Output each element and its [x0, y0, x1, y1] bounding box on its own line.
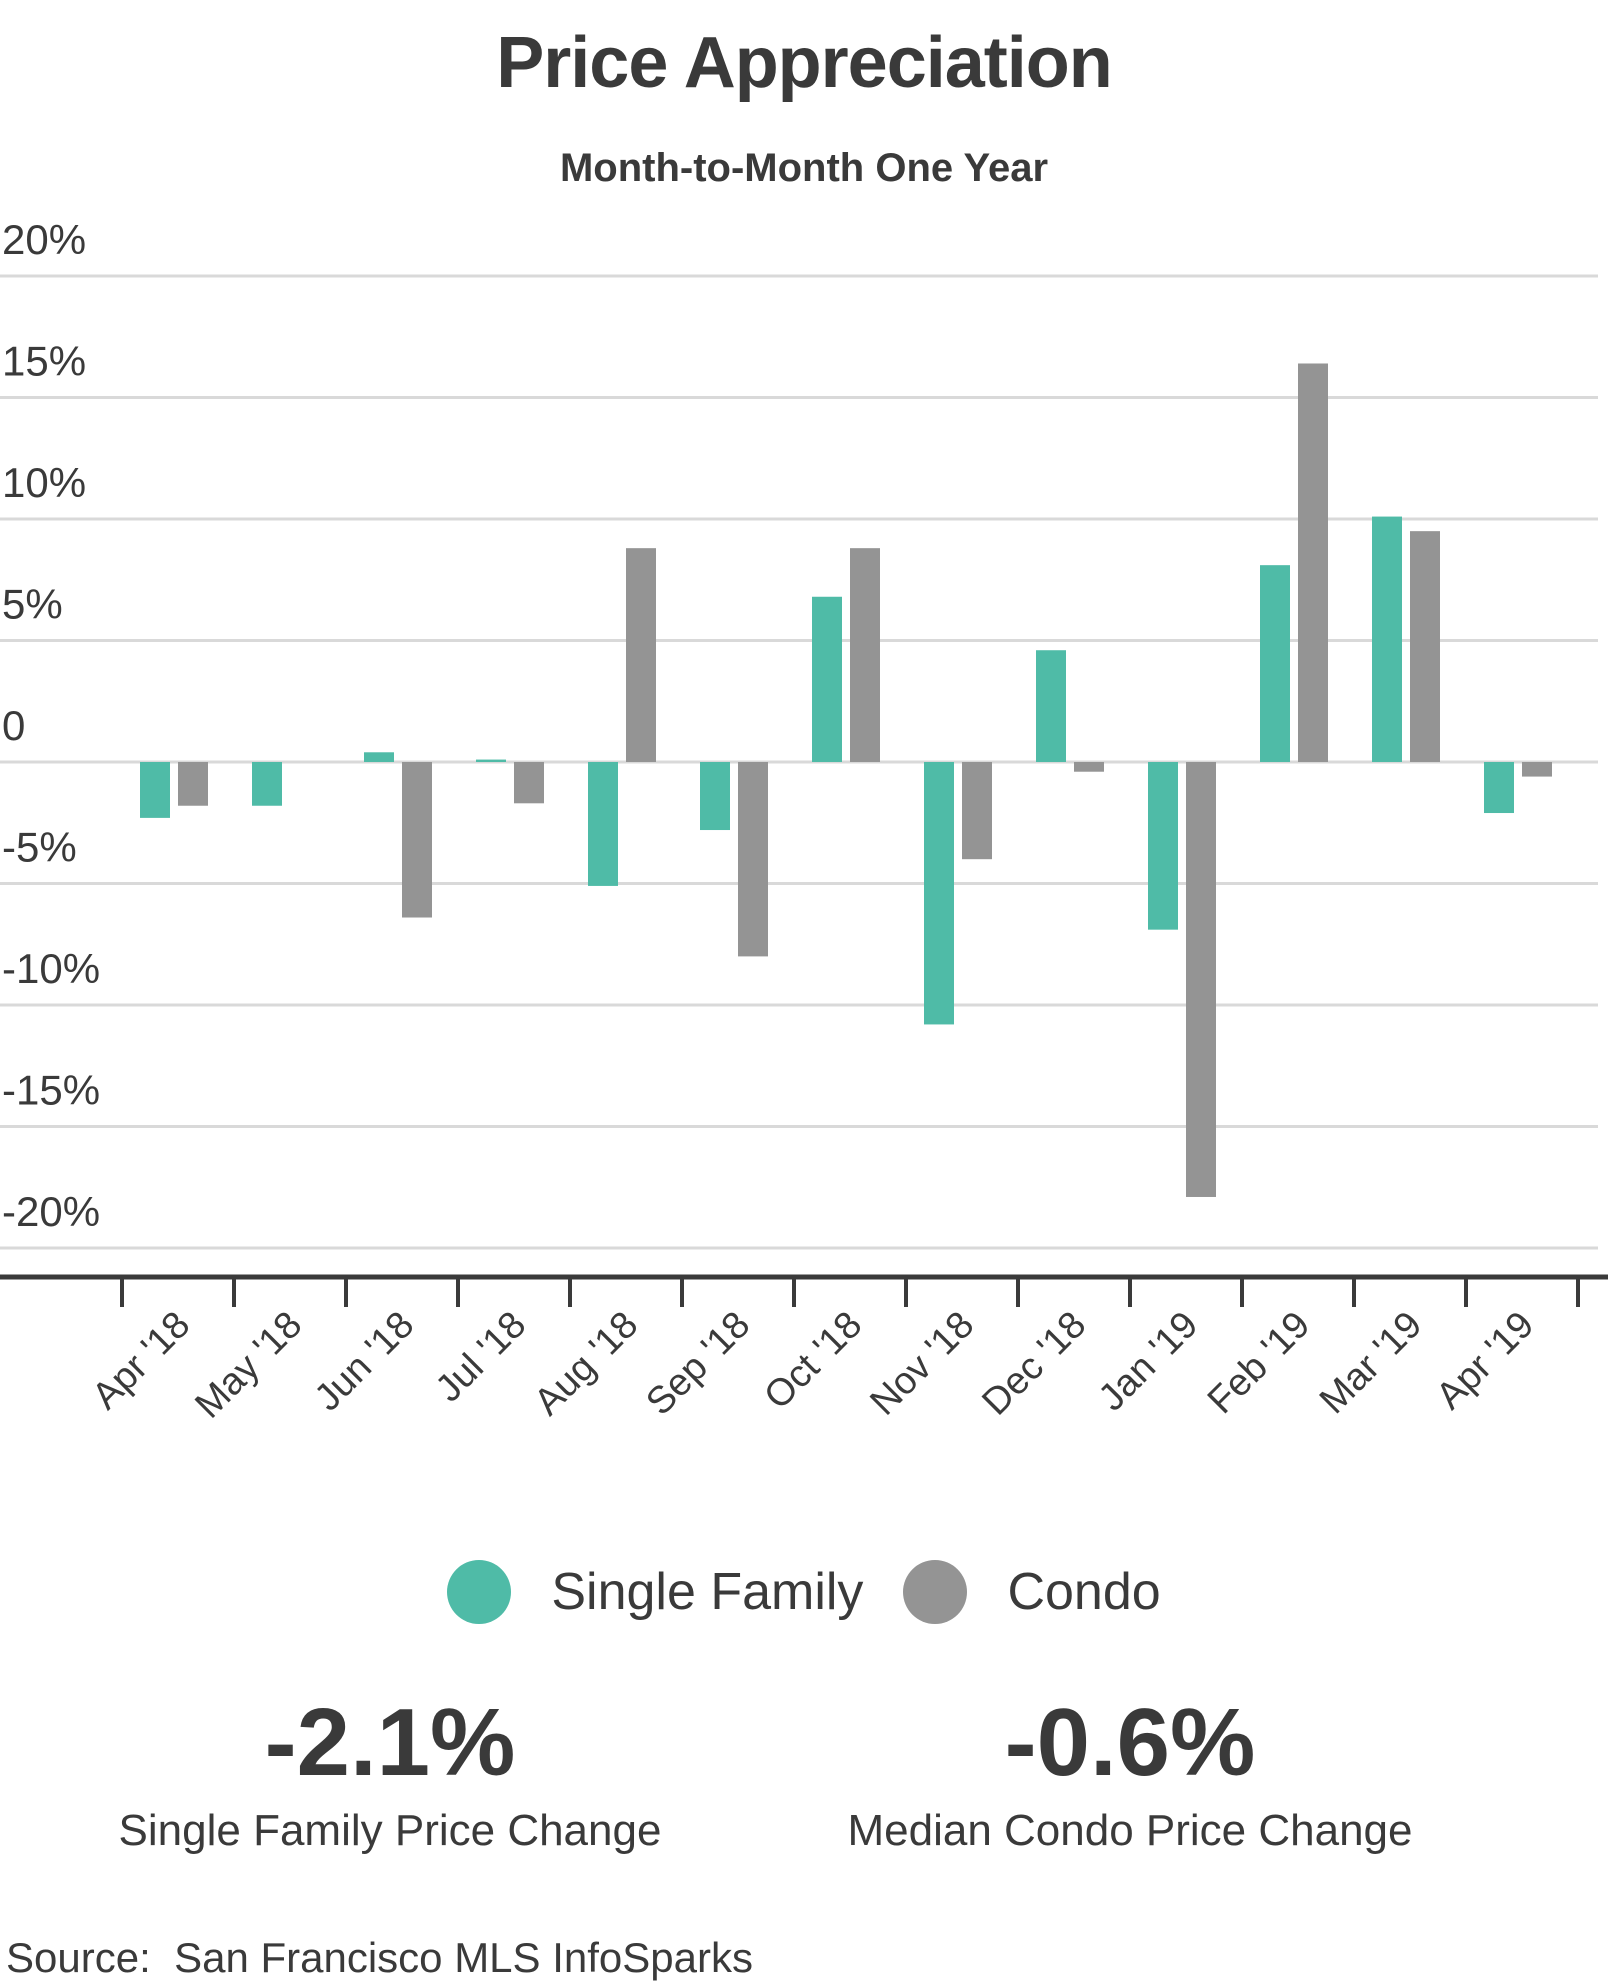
bar-condo — [962, 762, 992, 860]
source-note: Source: San Francisco MLS InfoSparks — [6, 1934, 753, 1981]
y-tick-label: 5% — [2, 581, 63, 628]
bar-single-family — [1372, 516, 1402, 762]
bar-single-family — [364, 752, 394, 762]
bar-condo — [738, 762, 768, 957]
bar-condo — [1186, 762, 1216, 1197]
legend-item-condo: Condo — [903, 1560, 1161, 1624]
condo-change-value: -0.6% — [1004, 1689, 1256, 1796]
legend-label-condo: Condo — [1007, 1563, 1161, 1621]
stat-condo: -0.6% Median Condo Price Change — [780, 1690, 1480, 1856]
bar-single-family — [252, 762, 282, 806]
bar-single-family — [924, 762, 954, 1025]
bar-single-family — [588, 762, 618, 886]
y-tick-label: -20% — [2, 1188, 100, 1235]
bar-condo — [1074, 762, 1104, 772]
bar-condo — [1298, 363, 1328, 762]
x-tick-label: Apr '18 — [84, 1304, 198, 1418]
bar-single-family — [140, 762, 170, 818]
y-tick-label: 0 — [2, 702, 25, 749]
bar-single-family — [1260, 565, 1290, 762]
x-tick-label: May '18 — [187, 1304, 310, 1427]
bar-condo — [626, 548, 656, 762]
x-tick-label: Jan '19 — [1091, 1304, 1207, 1420]
bar-condo — [1410, 531, 1440, 762]
y-tick-label: -5% — [2, 824, 77, 871]
y-tick-label: -10% — [2, 945, 100, 992]
chart-title: Price Appreciation — [496, 23, 1113, 103]
bar-condo — [178, 762, 208, 806]
bar-condo — [402, 762, 432, 918]
x-tick-label: Jun '18 — [307, 1304, 423, 1420]
bar-single-family — [812, 596, 842, 762]
condo-change-label: Median Condo Price Change — [847, 1805, 1413, 1855]
bar-single-family — [1148, 762, 1178, 930]
y-tick-label: 20% — [2, 216, 86, 263]
bar-condo — [850, 548, 880, 762]
legend: Single Family Condo — [0, 1560, 1608, 1624]
x-tick-label: Feb '19 — [1200, 1304, 1318, 1422]
legend-swatch-condo — [903, 1560, 968, 1624]
x-tick-label: Mar '19 — [1312, 1304, 1430, 1422]
legend-item-single-family: Single Family — [447, 1560, 863, 1624]
y-tick-label: -15% — [2, 1067, 100, 1114]
y-tick-label: 10% — [2, 459, 86, 506]
x-tick-label: Oct '18 — [756, 1304, 870, 1418]
x-tick-label: Dec '18 — [974, 1304, 1094, 1424]
bar-single-family — [700, 762, 730, 831]
bar-condo — [514, 762, 544, 804]
x-tick-label: Apr '19 — [1428, 1304, 1542, 1418]
chart-subtitle: Month-to-Month One Year — [559, 146, 1049, 190]
bar-single-family — [1036, 650, 1066, 762]
legend-swatch-single-family — [447, 1560, 512, 1624]
bar-single-family — [1484, 762, 1514, 814]
stat-single-family: -2.1% Single Family Price Change — [0, 1690, 780, 1856]
single-family-change-label: Single Family Price Change — [118, 1805, 662, 1855]
bar-condo — [1522, 762, 1552, 777]
bar-single-family — [476, 759, 506, 762]
y-tick-label: 15% — [2, 338, 86, 385]
x-tick-label: Jul '18 — [428, 1304, 535, 1411]
legend-label-single-family: Single Family — [551, 1563, 864, 1621]
x-tick-label: Sep '18 — [638, 1304, 758, 1424]
x-tick-label: Nov '18 — [862, 1304, 982, 1424]
x-tick-label: Aug '18 — [526, 1304, 646, 1424]
single-family-change-value: -2.1% — [264, 1689, 516, 1796]
